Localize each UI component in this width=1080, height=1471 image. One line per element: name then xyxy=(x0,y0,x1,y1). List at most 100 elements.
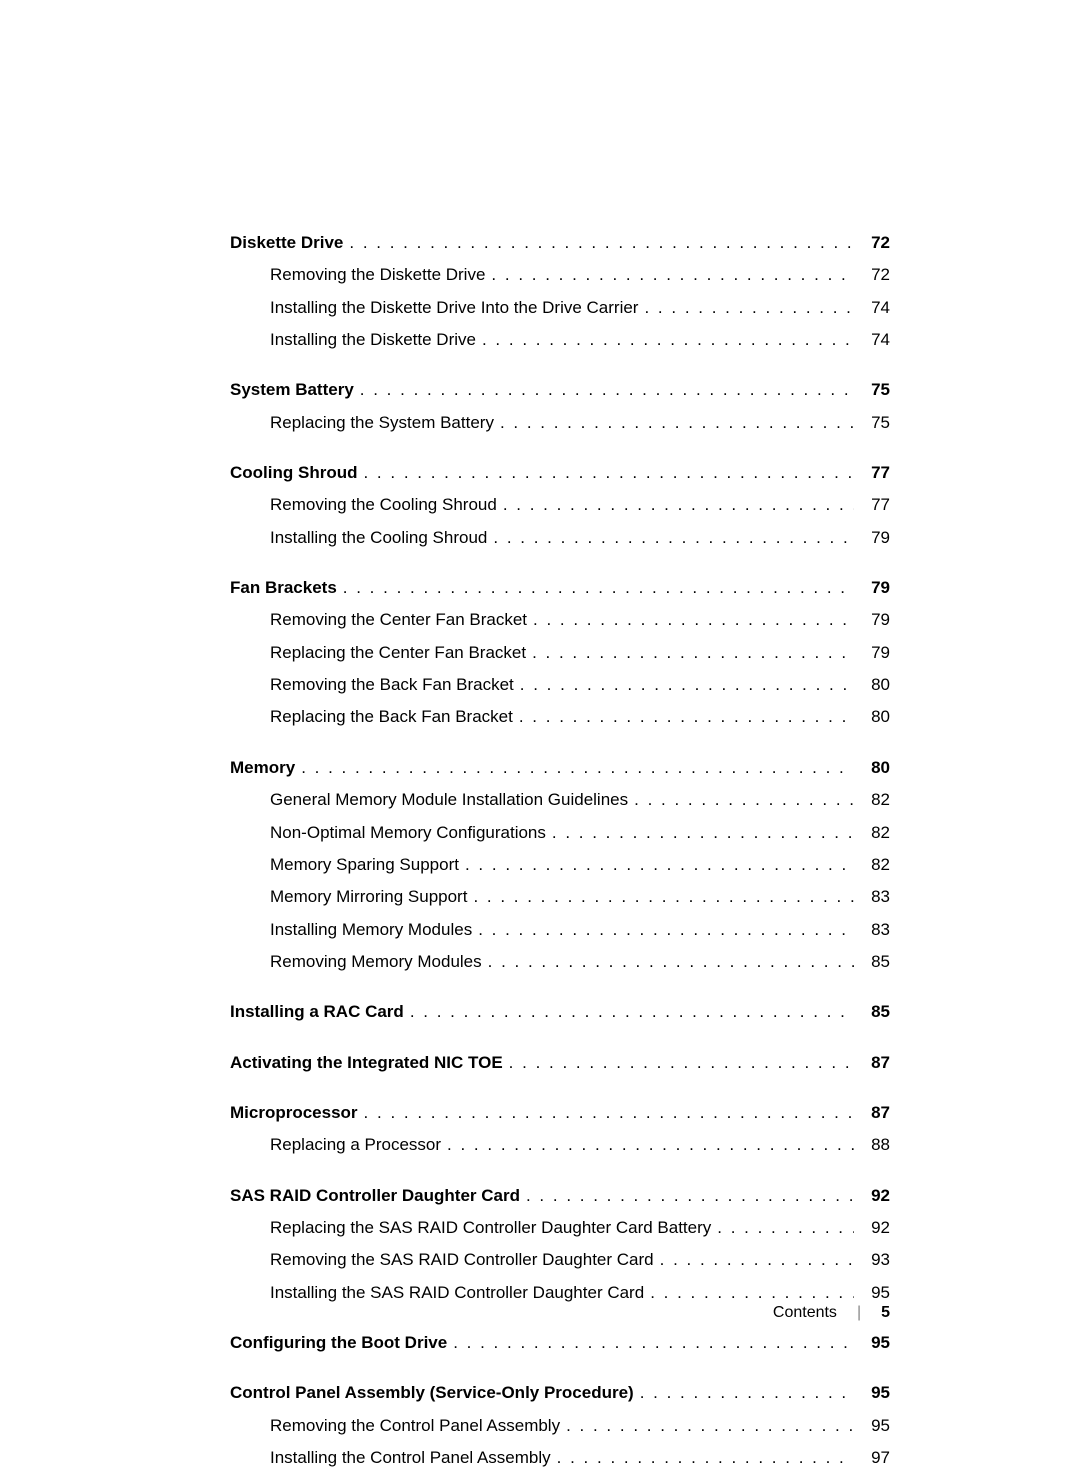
toc-item-label: Replacing the SAS RAID Controller Daught… xyxy=(270,1215,711,1241)
toc-leader-dots xyxy=(526,1189,854,1209)
toc-leader-dots xyxy=(634,793,854,813)
page-footer: Contents | 5 xyxy=(773,1304,890,1322)
toc-item-label: Non-Optimal Memory Configurations xyxy=(270,820,546,846)
toc-leader-dots xyxy=(533,613,854,633)
toc-item-page: 82 xyxy=(860,852,890,878)
toc-section-page: 95 xyxy=(860,1380,890,1406)
toc-section[interactable]: Cooling Shroud77 xyxy=(230,460,890,486)
toc-leader-dots xyxy=(500,416,854,436)
toc-leader-dots xyxy=(364,1106,854,1126)
toc-leader-dots xyxy=(447,1138,854,1158)
toc-item-page: 85 xyxy=(860,949,890,975)
toc-leader-dots xyxy=(650,1286,854,1306)
toc-item-page: 88 xyxy=(860,1132,890,1158)
toc-item[interactable]: Replacing the System Battery 75 xyxy=(230,410,890,436)
toc-leader-dots xyxy=(503,498,854,518)
toc-item-page: 83 xyxy=(860,917,890,943)
toc-section-page: 72 xyxy=(860,230,890,256)
toc-item-label: Installing the Control Panel Assembly xyxy=(270,1445,551,1471)
toc-section-title: System Battery xyxy=(230,377,354,403)
toc-leader-dots xyxy=(343,581,854,601)
toc-section-page: 75 xyxy=(860,377,890,403)
footer-label: Contents xyxy=(773,1304,837,1322)
toc-section[interactable]: Fan Brackets 79 xyxy=(230,575,890,601)
toc-item-label: Removing the Back Fan Bracket xyxy=(270,672,514,698)
toc-section[interactable]: SAS RAID Controller Daughter Card92 xyxy=(230,1183,890,1209)
toc-item-page: 79 xyxy=(860,640,890,666)
toc-section-title: Diskette Drive xyxy=(230,230,343,256)
toc-item-label: Memory Sparing Support xyxy=(270,852,459,878)
toc-item[interactable]: Installing the Cooling Shroud79 xyxy=(230,525,890,551)
toc-item-page: 79 xyxy=(860,607,890,633)
toc-section[interactable]: System Battery 75 xyxy=(230,377,890,403)
toc-leader-dots xyxy=(557,1451,854,1471)
toc-item[interactable]: Removing the Diskette Drive72 xyxy=(230,262,890,288)
toc-item[interactable]: Removing the Center Fan Bracket79 xyxy=(230,607,890,633)
toc-section-title: Installing a RAC Card xyxy=(230,999,404,1025)
toc-item-label: Replacing the System Battery xyxy=(270,410,494,436)
toc-leader-dots xyxy=(509,1056,854,1076)
toc-item[interactable]: Installing the Diskette Drive 74 xyxy=(230,327,890,353)
toc-section[interactable]: Configuring the Boot Drive 95 xyxy=(230,1330,890,1356)
page: Diskette Drive 72 Removing the Diskette Dr… xyxy=(0,0,1080,1397)
toc-item-label: Installing the Diskette Drive xyxy=(270,327,476,353)
toc-section[interactable]: Activating the Integrated NIC TOE87 xyxy=(230,1050,890,1076)
toc-item-page: 83 xyxy=(860,884,890,910)
table-of-contents: Diskette Drive 72 Removing the Diskette Dr… xyxy=(230,230,890,1471)
toc-section-page: 77 xyxy=(860,460,890,486)
toc-section[interactable]: Microprocessor87 xyxy=(230,1100,890,1126)
toc-section-title: SAS RAID Controller Daughter Card xyxy=(230,1183,520,1209)
toc-item-page: 95 xyxy=(860,1413,890,1439)
toc-item[interactable]: Replacing a Processor88 xyxy=(230,1132,890,1158)
toc-item-label: Removing the Diskette Drive xyxy=(270,262,485,288)
toc-item-page: 97 xyxy=(860,1445,890,1471)
toc-item[interactable]: Removing the SAS RAID Controller Daughte… xyxy=(230,1247,890,1273)
toc-item-page: 75 xyxy=(860,410,890,436)
toc-item-page: 80 xyxy=(860,704,890,730)
toc-leader-dots xyxy=(482,333,854,353)
toc-item-page: 95 xyxy=(860,1280,890,1306)
toc-section-page: 79 xyxy=(860,575,890,601)
toc-item[interactable]: Memory Sparing Support 82 xyxy=(230,852,890,878)
toc-section[interactable]: Installing a RAC Card85 xyxy=(230,999,890,1025)
toc-item-page: 79 xyxy=(860,525,890,551)
toc-section[interactable]: Diskette Drive 72 xyxy=(230,230,890,256)
toc-item[interactable]: Replacing the Center Fan Bracket79 xyxy=(230,640,890,666)
toc-item[interactable]: Installing the SAS RAID Controller Daugh… xyxy=(230,1280,890,1306)
toc-leader-dots xyxy=(519,710,854,730)
toc-item-page: 77 xyxy=(860,492,890,518)
toc-item[interactable]: Replacing the SAS RAID Controller Daught… xyxy=(230,1215,890,1241)
toc-leader-dots xyxy=(360,383,854,403)
toc-leader-dots xyxy=(532,646,854,666)
toc-section-title: Activating the Integrated NIC TOE xyxy=(230,1050,503,1076)
toc-section[interactable]: Control Panel Assembly (Service-Only Pro… xyxy=(230,1380,890,1406)
toc-section-title: Configuring the Boot Drive xyxy=(230,1330,447,1356)
toc-leader-dots xyxy=(552,825,854,845)
toc-leader-dots xyxy=(465,858,854,878)
toc-item[interactable]: Replacing the Back Fan Bracket80 xyxy=(230,704,890,730)
toc-section[interactable]: Memory80 xyxy=(230,755,890,781)
toc-leader-dots xyxy=(349,236,854,256)
toc-section-title: Memory xyxy=(230,755,295,781)
toc-leader-dots xyxy=(473,890,854,910)
toc-leader-dots xyxy=(520,678,854,698)
toc-item-label: Removing the SAS RAID Controller Daughte… xyxy=(270,1247,654,1273)
toc-item-page: 74 xyxy=(860,327,890,353)
toc-item[interactable]: Installing the Diskette Drive Into the D… xyxy=(230,295,890,321)
toc-item[interactable]: Memory Mirroring Support83 xyxy=(230,884,890,910)
toc-item[interactable]: Removing the Back Fan Bracket80 xyxy=(230,672,890,698)
toc-leader-dots xyxy=(493,531,854,551)
toc-leader-dots xyxy=(717,1221,854,1241)
toc-section-page: 95 xyxy=(860,1330,890,1356)
toc-leader-dots xyxy=(301,761,854,781)
toc-item[interactable]: Non-Optimal Memory Configurations82 xyxy=(230,820,890,846)
toc-section-title: Fan Brackets xyxy=(230,575,337,601)
toc-item[interactable]: Removing the Control Panel Assembly95 xyxy=(230,1413,890,1439)
toc-item[interactable]: Removing the Cooling Shroud77 xyxy=(230,492,890,518)
toc-leader-dots xyxy=(660,1253,854,1273)
toc-item[interactable]: General Memory Module Installation Guide… xyxy=(230,787,890,813)
toc-item[interactable]: Removing Memory Modules85 xyxy=(230,949,890,975)
toc-item[interactable]: Installing the Control Panel Assembly 97 xyxy=(230,1445,890,1471)
toc-item[interactable]: Installing Memory Modules83 xyxy=(230,917,890,943)
toc-item-label: Installing the Diskette Drive Into the D… xyxy=(270,295,638,321)
